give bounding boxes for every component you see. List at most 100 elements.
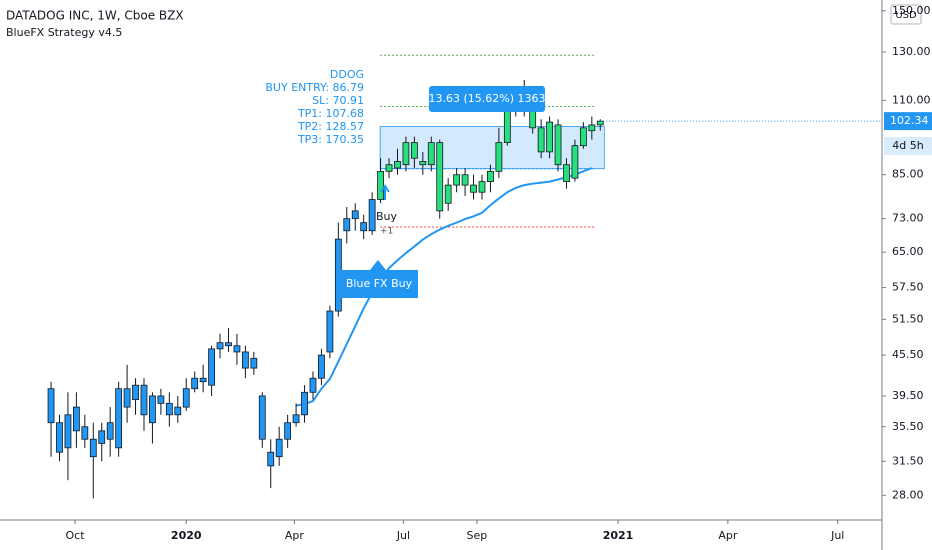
y-tick-label: 110.00 xyxy=(892,93,931,106)
candle-body xyxy=(436,142,444,212)
buy-label: Buy xyxy=(376,210,398,223)
candle-body xyxy=(427,142,435,166)
y-tick-label: 45.50 xyxy=(892,348,924,361)
y-tick-label: 150.00 xyxy=(892,4,931,17)
signal-box xyxy=(340,260,418,298)
candle-body xyxy=(123,388,131,408)
gain-box xyxy=(429,86,545,112)
candle-body xyxy=(419,161,427,166)
y-tick-label: 35.50 xyxy=(892,420,924,433)
candle-body xyxy=(165,402,173,416)
y-tick-label: 85.00 xyxy=(892,168,924,181)
chart-title: DATADOG INC, 1W, Cboe BZX xyxy=(6,9,184,23)
candle-body xyxy=(343,218,351,232)
candle-body xyxy=(149,395,156,424)
candle-body xyxy=(174,406,182,416)
x-tick-label: Jul xyxy=(396,529,410,542)
candle-body xyxy=(132,384,139,401)
countdown: 4d 5h xyxy=(892,139,923,152)
candle-body xyxy=(72,406,80,432)
candle-body xyxy=(208,348,215,386)
candle-body xyxy=(487,170,494,182)
candle-body xyxy=(351,210,359,220)
candle-body xyxy=(233,345,241,353)
candle-body xyxy=(461,174,469,186)
candle-body xyxy=(309,377,317,393)
x-tick-label: Apr xyxy=(718,529,738,542)
candle-body xyxy=(225,342,232,347)
candle-body xyxy=(385,164,393,172)
candle-body xyxy=(157,395,165,404)
signal-label: Blue FX Buy xyxy=(346,277,413,290)
y-tick-label: 39.50 xyxy=(892,389,924,402)
chart-subtitle: BlueFX Strategy v4.5 xyxy=(6,26,122,39)
candle-body xyxy=(326,310,334,353)
candle-body xyxy=(191,377,199,390)
candle-body xyxy=(546,121,553,153)
info-line: TP2: 128.57 xyxy=(297,120,364,133)
buy-arrow xyxy=(380,184,390,200)
plot-area xyxy=(47,54,605,499)
candle-body xyxy=(377,170,384,200)
candle-body xyxy=(360,222,368,232)
countdown-box xyxy=(884,137,932,155)
candle-body xyxy=(292,414,300,424)
info-line: TP3: 170.35 xyxy=(297,133,364,146)
info-line: DDOG xyxy=(330,68,364,81)
info-line: BUY ENTRY: 86.79 xyxy=(265,81,364,94)
candle-body xyxy=(503,107,511,144)
candle-body xyxy=(106,422,114,440)
candle-body xyxy=(444,184,452,204)
y-tick-label: 73.00 xyxy=(892,212,924,225)
candle-body xyxy=(140,384,148,416)
candle-body xyxy=(537,127,545,153)
candle-body xyxy=(410,142,418,159)
last-price: 102.34 xyxy=(890,114,929,127)
candle-body xyxy=(216,342,224,350)
candle-body xyxy=(98,430,106,444)
x-tick-label: Apr xyxy=(285,529,305,542)
candle-body xyxy=(258,395,266,440)
candle-body xyxy=(318,354,325,379)
candle-body xyxy=(47,388,55,424)
candle-body xyxy=(199,377,207,383)
candle-body xyxy=(470,184,477,193)
candle-body xyxy=(284,422,292,440)
candle-body xyxy=(368,199,376,232)
candle-body xyxy=(478,181,486,193)
candle-body xyxy=(579,127,587,147)
candle-body xyxy=(402,142,410,166)
candle-body xyxy=(571,145,579,179)
info-line: SL: 70.91 xyxy=(312,94,364,107)
y-tick-label: 65.00 xyxy=(892,245,924,258)
y-tick-label: 57.50 xyxy=(892,281,924,294)
candle-body xyxy=(64,414,72,449)
x-tick-label: Sep xyxy=(467,529,488,542)
gain-label: 13.63 (15.62%) 1363 xyxy=(428,92,545,105)
y-tick-label: 31.50 xyxy=(892,454,924,467)
buy-qty: +1 xyxy=(380,227,393,237)
candle-body xyxy=(182,388,190,408)
candle-body xyxy=(596,120,604,126)
candle-body xyxy=(563,164,570,182)
candle-body xyxy=(453,174,461,186)
candle-body xyxy=(250,357,258,369)
candle-body xyxy=(241,351,249,369)
currency[interactable]: USD xyxy=(895,10,917,21)
candle-body xyxy=(89,438,97,458)
candle-body xyxy=(394,161,401,169)
candle-body xyxy=(115,388,123,449)
last-price-box xyxy=(884,112,932,131)
candle-body xyxy=(588,124,596,132)
candle-body xyxy=(56,422,63,453)
x-tick-label: 2020 xyxy=(171,529,202,542)
x-tick-label: 2021 xyxy=(603,529,634,542)
moving-average xyxy=(295,167,593,407)
x-tick-label: Oct xyxy=(66,529,86,542)
info-line: TP1: 107.68 xyxy=(297,107,364,120)
candle-body xyxy=(275,438,283,458)
currency-box[interactable] xyxy=(890,4,922,25)
